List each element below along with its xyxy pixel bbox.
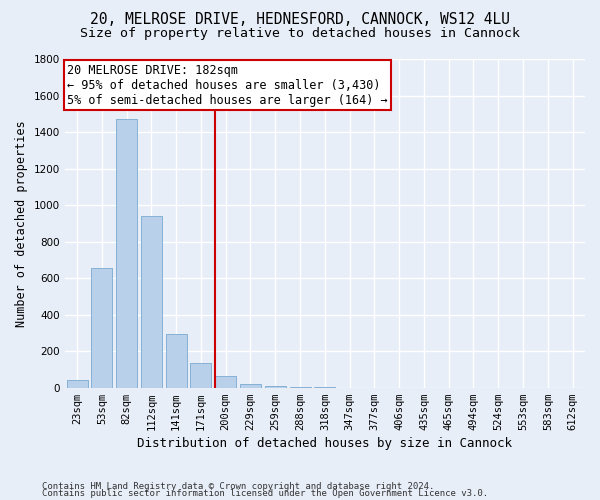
Bar bbox=[290, 387, 311, 388]
Bar bbox=[265, 386, 286, 388]
Y-axis label: Number of detached properties: Number of detached properties bbox=[15, 120, 28, 326]
Text: Size of property relative to detached houses in Cannock: Size of property relative to detached ho… bbox=[80, 28, 520, 40]
Bar bbox=[141, 216, 162, 388]
Text: Contains public sector information licensed under the Open Government Licence v3: Contains public sector information licen… bbox=[42, 490, 488, 498]
X-axis label: Distribution of detached houses by size in Cannock: Distribution of detached houses by size … bbox=[137, 437, 512, 450]
Bar bbox=[190, 363, 211, 388]
Bar bbox=[67, 380, 88, 388]
Text: 20, MELROSE DRIVE, HEDNESFORD, CANNOCK, WS12 4LU: 20, MELROSE DRIVE, HEDNESFORD, CANNOCK, … bbox=[90, 12, 510, 28]
Bar bbox=[116, 120, 137, 388]
Bar bbox=[91, 268, 112, 388]
Bar bbox=[215, 376, 236, 388]
Bar bbox=[166, 334, 187, 388]
Bar bbox=[240, 384, 261, 388]
Text: Contains HM Land Registry data © Crown copyright and database right 2024.: Contains HM Land Registry data © Crown c… bbox=[42, 482, 434, 491]
Text: 20 MELROSE DRIVE: 182sqm
← 95% of detached houses are smaller (3,430)
5% of semi: 20 MELROSE DRIVE: 182sqm ← 95% of detach… bbox=[67, 64, 388, 107]
